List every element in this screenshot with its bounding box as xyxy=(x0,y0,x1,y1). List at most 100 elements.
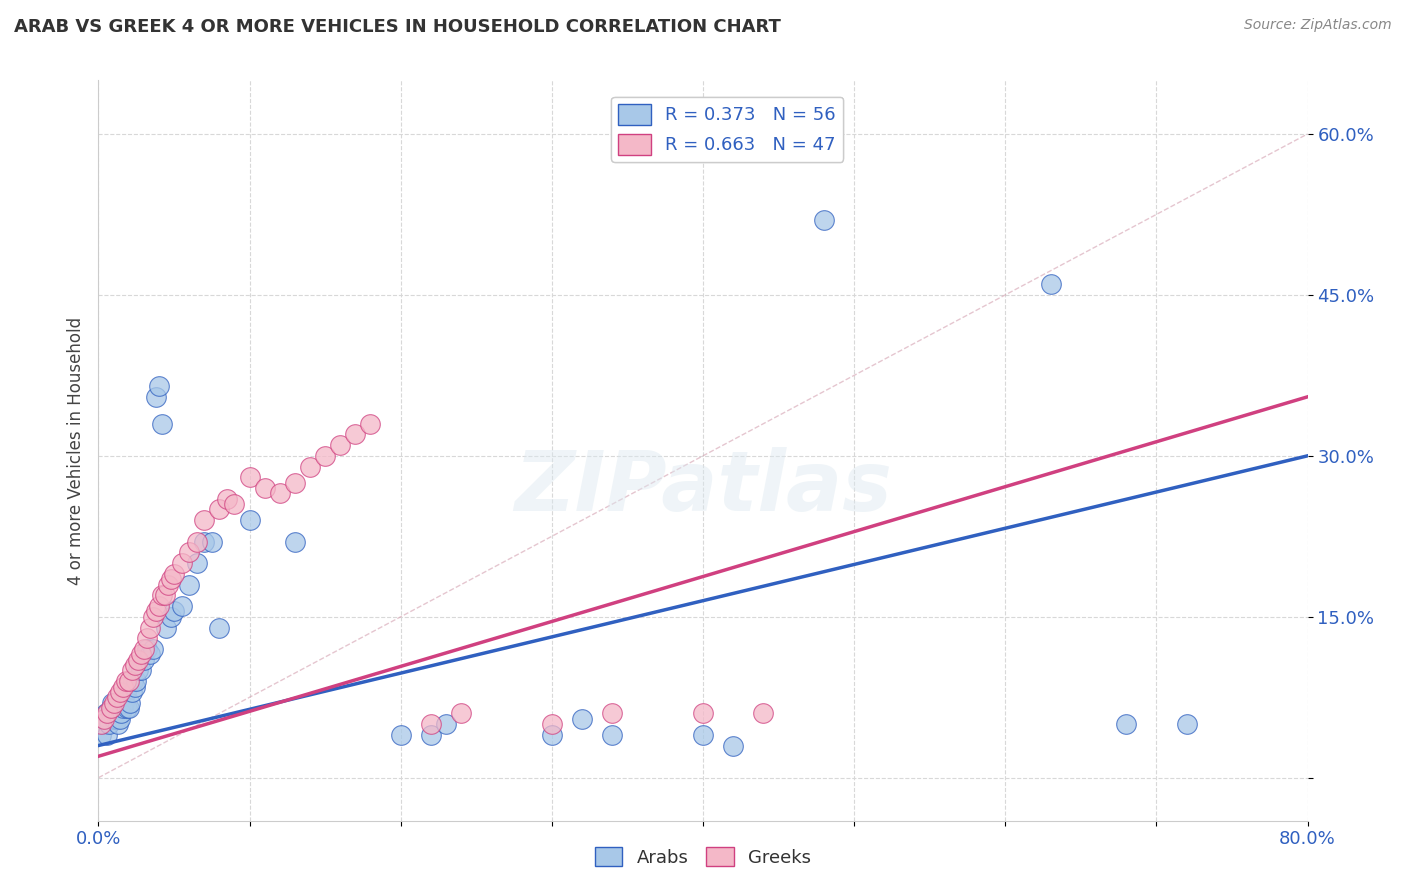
Point xyxy=(239,513,262,527)
Point xyxy=(142,609,165,624)
Point xyxy=(179,545,201,559)
Point xyxy=(105,690,128,705)
Point xyxy=(142,642,165,657)
Point xyxy=(193,513,215,527)
Point xyxy=(692,728,714,742)
Point xyxy=(160,572,183,586)
Point xyxy=(420,717,443,731)
Point xyxy=(329,438,352,452)
Point xyxy=(139,620,162,634)
Point xyxy=(269,486,291,500)
Point xyxy=(434,717,457,731)
Point xyxy=(208,502,231,516)
Point xyxy=(284,475,307,490)
Point xyxy=(344,427,367,442)
Point xyxy=(163,604,186,618)
Point xyxy=(150,588,173,602)
Point xyxy=(96,728,118,742)
Point xyxy=(156,577,179,591)
Point xyxy=(122,674,145,689)
Point xyxy=(170,556,193,570)
Point xyxy=(602,706,624,721)
Point xyxy=(179,577,201,591)
Point xyxy=(90,728,112,742)
Point xyxy=(1039,277,1062,292)
Point xyxy=(571,712,593,726)
Point xyxy=(129,664,152,678)
Point xyxy=(540,717,562,731)
Point xyxy=(103,696,125,710)
Point xyxy=(135,642,157,657)
Point xyxy=(153,588,176,602)
Point xyxy=(121,664,143,678)
Point xyxy=(602,728,624,742)
Point xyxy=(91,717,114,731)
Text: ARAB VS GREEK 4 OR MORE VEHICLES IN HOUSEHOLD CORRELATION CHART: ARAB VS GREEK 4 OR MORE VEHICLES IN HOUS… xyxy=(14,18,780,36)
Point xyxy=(723,739,745,753)
Point xyxy=(148,379,170,393)
Point xyxy=(114,685,136,699)
Point xyxy=(129,648,152,662)
Point xyxy=(105,712,128,726)
Point xyxy=(360,417,382,431)
Point xyxy=(139,648,162,662)
Point xyxy=(170,599,193,613)
Point xyxy=(124,658,146,673)
Point xyxy=(215,491,238,506)
Point xyxy=(107,717,129,731)
Point xyxy=(135,632,157,646)
Point xyxy=(101,696,124,710)
Point xyxy=(540,728,562,742)
Legend: R = 0.373   N = 56, R = 0.663   N = 47: R = 0.373 N = 56, R = 0.663 N = 47 xyxy=(612,96,844,161)
Point xyxy=(132,653,155,667)
Point xyxy=(239,470,262,484)
Point xyxy=(450,706,472,721)
Point xyxy=(100,701,122,715)
Point xyxy=(127,664,149,678)
Point xyxy=(93,712,115,726)
Point xyxy=(314,449,336,463)
Point xyxy=(193,534,215,549)
Point xyxy=(389,728,412,742)
Point xyxy=(145,390,167,404)
Point xyxy=(420,728,443,742)
Point xyxy=(125,674,148,689)
Point xyxy=(108,712,131,726)
Point xyxy=(100,706,122,721)
Point xyxy=(93,712,115,726)
Point xyxy=(118,674,141,689)
Point xyxy=(121,685,143,699)
Point xyxy=(112,696,135,710)
Point xyxy=(1175,717,1198,731)
Point xyxy=(299,459,322,474)
Y-axis label: 4 or more Vehicles in Household: 4 or more Vehicles in Household xyxy=(66,317,84,584)
Point xyxy=(201,534,224,549)
Point xyxy=(148,599,170,613)
Point xyxy=(284,534,307,549)
Point xyxy=(111,680,134,694)
Point xyxy=(103,712,125,726)
Point xyxy=(224,497,246,511)
Point xyxy=(752,706,775,721)
Point xyxy=(90,717,112,731)
Point xyxy=(160,609,183,624)
Point xyxy=(104,706,127,721)
Text: Source: ZipAtlas.com: Source: ZipAtlas.com xyxy=(1244,18,1392,32)
Point xyxy=(692,706,714,721)
Point xyxy=(114,674,136,689)
Point xyxy=(145,604,167,618)
Point xyxy=(108,685,131,699)
Point xyxy=(186,534,208,549)
Point xyxy=(813,212,835,227)
Point xyxy=(124,680,146,694)
Point xyxy=(208,620,231,634)
Point xyxy=(1115,717,1137,731)
Point xyxy=(110,706,132,721)
Point xyxy=(118,701,141,715)
Point xyxy=(120,696,142,710)
Point xyxy=(186,556,208,570)
Point xyxy=(94,706,117,721)
Point xyxy=(115,701,138,715)
Point xyxy=(111,701,134,715)
Legend: Arabs, Greeks: Arabs, Greeks xyxy=(588,840,818,874)
